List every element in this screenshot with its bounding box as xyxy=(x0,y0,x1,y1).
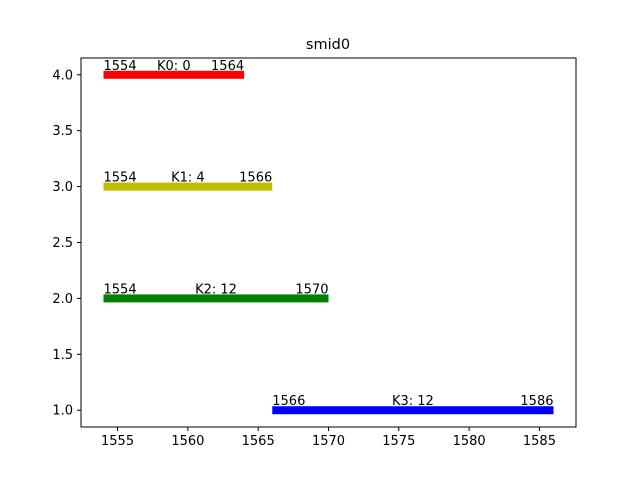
segment-bar-0 xyxy=(103,70,245,79)
x-tick-label-2: 1565 xyxy=(242,434,275,449)
segment-name-label-2: K2: 12 xyxy=(195,282,237,297)
x-tick-label-3: 1570 xyxy=(312,434,345,449)
segment-start-label-3: 1566 xyxy=(272,394,305,409)
chart-title: smid0 xyxy=(306,37,350,53)
y-tick-label-3: 2.5 xyxy=(52,236,73,251)
segment-start-label-0: 1554 xyxy=(104,59,137,74)
segment-end-label-2: 1570 xyxy=(295,282,328,297)
x-tick-label-6: 1585 xyxy=(523,434,556,449)
segment-bar-3 xyxy=(272,406,554,415)
y-tick-label-6: 4.0 xyxy=(52,68,73,83)
segment-start-label-1: 1554 xyxy=(104,171,137,186)
segment-start-label-2: 1554 xyxy=(104,282,137,297)
segment-name-label-3: K3: 12 xyxy=(392,394,434,409)
y-tick-label-1: 1.5 xyxy=(52,348,73,363)
y-tick-label-4: 3.0 xyxy=(52,180,73,195)
segment-bar-2 xyxy=(103,294,329,303)
segment-end-label-3: 1586 xyxy=(520,394,553,409)
segment-end-label-1: 1566 xyxy=(239,171,272,186)
bars-layer: 1554 K0: 0 1564 1554 K1: 4 1566 1554 K2: 12 1570… xyxy=(103,59,554,415)
y-tick-label-5: 3.5 xyxy=(52,124,73,139)
y-tick-label-2: 2.0 xyxy=(52,292,73,307)
x-tick-label-4: 1575 xyxy=(382,434,415,449)
x-tick-label-1: 1560 xyxy=(171,434,204,449)
axes-layer: 1555 1560 1565 1570 1575 1580 1585 1.0 1.5 2.0 2.5… xyxy=(52,57,577,449)
x-tick-label-0: 1555 xyxy=(101,434,134,449)
segment-name-label-0: K0: 0 xyxy=(157,59,191,74)
plot-frame xyxy=(80,57,577,428)
segment-name-label-1: K1: 4 xyxy=(171,171,205,186)
segment-end-label-0: 1564 xyxy=(211,59,244,74)
segment-bar-1 xyxy=(103,182,273,191)
x-tick-label-5: 1580 xyxy=(453,434,486,449)
y-tick-label-0: 1.0 xyxy=(52,404,73,419)
